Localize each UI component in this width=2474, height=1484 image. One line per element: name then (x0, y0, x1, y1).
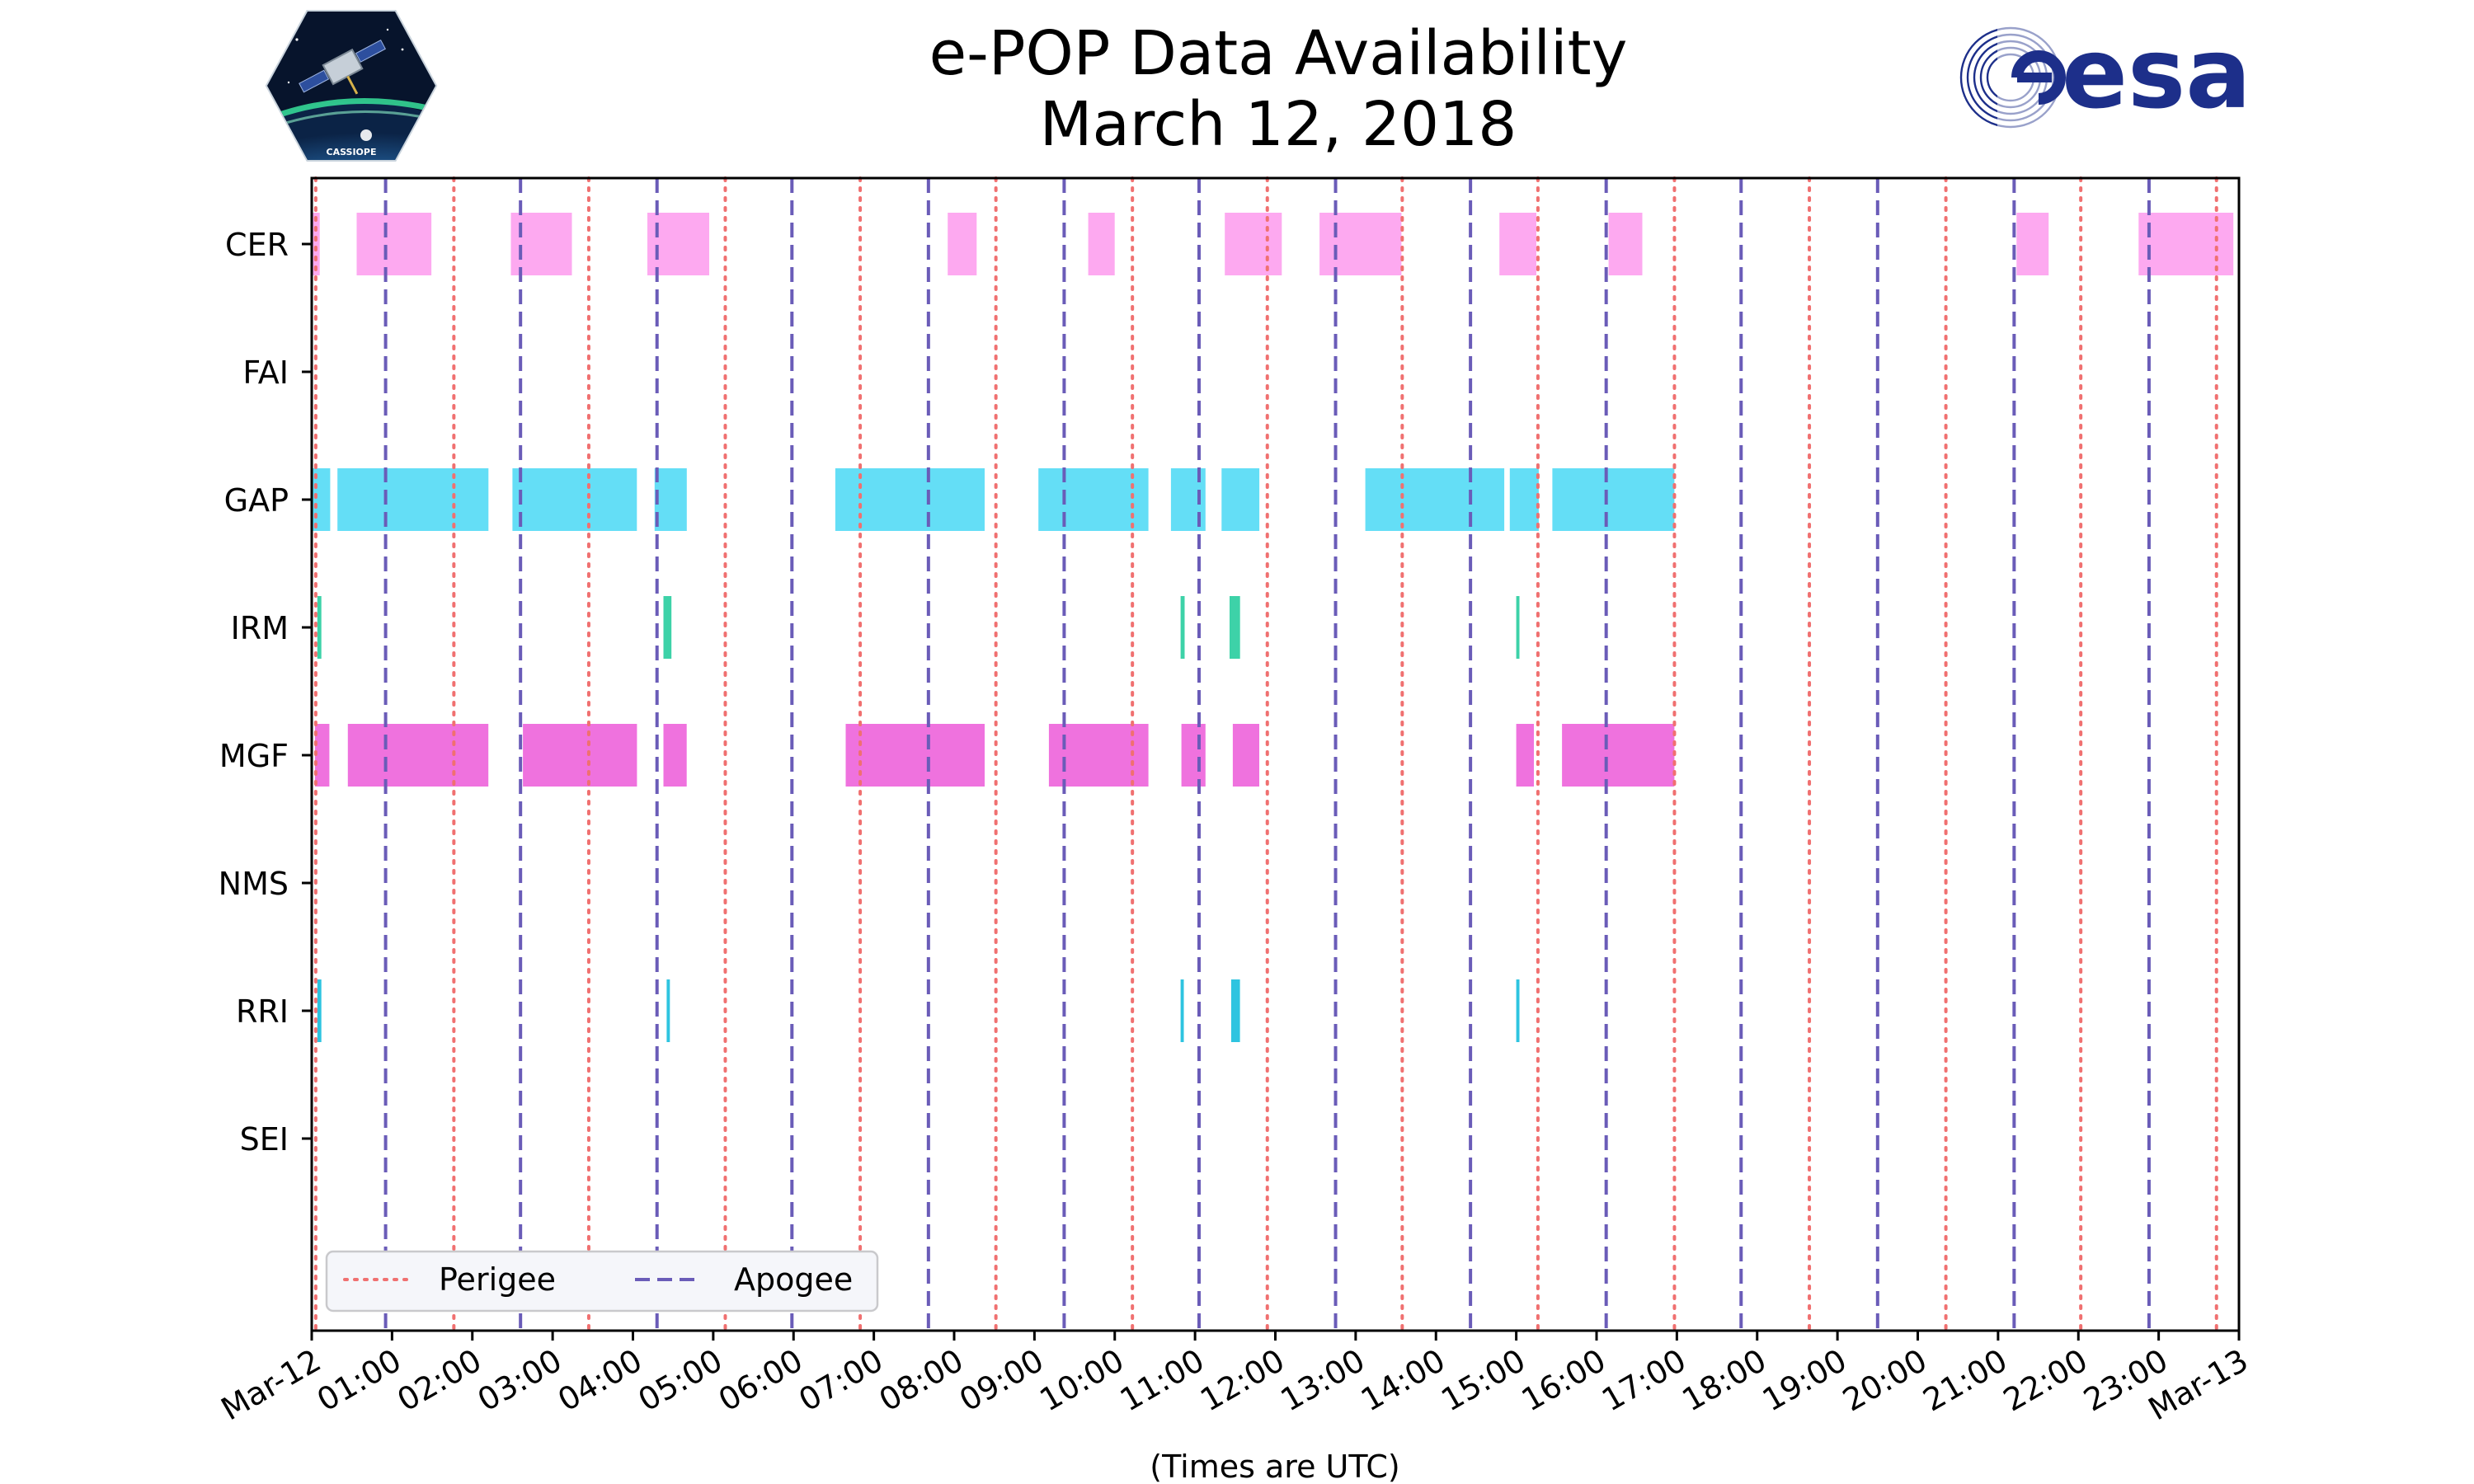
bar-cer-6 (1225, 213, 1282, 275)
bar-cer-4 (948, 213, 977, 275)
bar-cer-11 (2138, 213, 2234, 275)
cassiope-mission-logo: CASSIOPE (265, 10, 438, 162)
bar-mgf-7 (1232, 724, 1259, 787)
bar-gap-8 (1365, 468, 1505, 531)
bar-mgf-9 (1562, 724, 1675, 787)
y-tick-label-fai: FAI (242, 355, 289, 391)
bar-rri-0 (317, 979, 322, 1042)
instrument-bars (312, 213, 2234, 1042)
bar-mgf-4 (845, 724, 985, 787)
x-tick-label-0: Mar-12 (215, 1342, 327, 1428)
bar-irm-2 (1180, 596, 1185, 659)
bar-cer-7 (1319, 213, 1402, 275)
bar-cer-9 (1608, 213, 1643, 275)
chart-title: e-POP Data Availability March 12, 2018 (0, 18, 2474, 160)
title-line-1: e-POP Data Availability (929, 18, 1628, 89)
x-tick-label-14: 14:00 (1355, 1342, 1451, 1419)
bar-mgf-1 (347, 724, 489, 787)
x-tick-label-19: 19:00 (1757, 1342, 1853, 1419)
esa-wordmark: esa (2062, 21, 2251, 130)
legend-box (325, 1250, 879, 1313)
x-tick-label-18: 18:00 (1676, 1342, 1772, 1419)
bar-gap-5 (1038, 468, 1149, 531)
x-tick-label-13: 13:00 (1275, 1342, 1371, 1419)
bar-irm-0 (317, 596, 322, 659)
legend-perigee-label: Perigee (439, 1261, 556, 1298)
x-tick-label-1: 01:00 (311, 1342, 407, 1419)
x-tick-label-9: 09:00 (953, 1342, 1050, 1419)
bar-gap-9 (1509, 468, 1539, 531)
bar-rri-3 (1230, 979, 1240, 1042)
bar-rri-4 (1516, 979, 1520, 1042)
bar-cer-2 (510, 213, 572, 275)
bar-mgf-3 (663, 724, 687, 787)
x-tick-label-5: 05:00 (633, 1342, 729, 1419)
x-tick-label-4: 04:00 (552, 1342, 648, 1419)
x-tick-label-12: 12:00 (1194, 1342, 1291, 1419)
bar-irm-4 (1516, 596, 1520, 659)
bar-gap-1 (337, 468, 489, 531)
bar-irm-1 (663, 596, 672, 659)
y-tick-label-mgf: MGF (219, 738, 289, 774)
bar-irm-3 (1230, 596, 1240, 659)
bar-cer-8 (1499, 213, 1536, 275)
bar-gap-4 (835, 468, 985, 531)
y-axis: CER FAI GAP IRM MGF NMS RRI SEI (219, 227, 312, 1158)
y-tick-label-sei: SEI (240, 1121, 289, 1158)
x-tick-label-11: 11:00 (1114, 1342, 1211, 1419)
y-tick-label-rri: RRI (236, 993, 289, 1030)
x-tick-label-2: 02:00 (391, 1342, 487, 1419)
x-tick-label-16: 16:00 (1516, 1342, 1612, 1419)
bar-mgf-2 (523, 724, 637, 787)
bar-gap-3 (654, 468, 687, 531)
x-axis-label: (Times are UTC) (1150, 1449, 1399, 1484)
bar-rri-2 (1180, 979, 1184, 1042)
x-tick-label-21: 21:00 (1917, 1342, 2014, 1419)
bar-gap-2 (512, 468, 637, 531)
x-tick-label-7: 07:00 (793, 1342, 889, 1419)
y-tick-label-cer: CER (225, 227, 289, 263)
x-tick-label-6: 06:00 (713, 1342, 809, 1419)
x-tick-label-8: 08:00 (873, 1342, 970, 1419)
bar-cer-3 (647, 213, 709, 275)
x-tick-label-3: 03:00 (472, 1342, 568, 1419)
title-line-2: March 12, 2018 (1039, 89, 1517, 160)
esa-logo: esa (1959, 21, 2251, 130)
x-tick-label-10: 10:00 (1033, 1342, 1130, 1419)
x-tick-label-17: 17:00 (1596, 1342, 1692, 1419)
bar-gap-10 (1552, 468, 1675, 531)
legend: Perigee Apogee (325, 1250, 879, 1313)
bar-mgf-0 (314, 724, 330, 787)
legend-apogee-label: Apogee (734, 1261, 853, 1298)
bar-cer-1 (356, 213, 432, 275)
orbit-event-lines (313, 176, 2218, 1332)
cassiope-logo-text: CASSIOPE (327, 147, 377, 157)
y-tick-label-gap: GAP (224, 482, 289, 519)
y-tick-label-nms: NMS (219, 866, 289, 902)
y-tick-label-irm: IRM (231, 610, 289, 646)
bar-cer-5 (1088, 213, 1115, 275)
bar-cer-10 (2016, 213, 2049, 275)
x-axis: Mar-1201:0002:0003:0004:0005:0006:0007:0… (215, 1331, 2255, 1427)
x-tick-label-22: 22:00 (1997, 1342, 2094, 1419)
bar-rri-1 (666, 979, 670, 1042)
bar-mgf-6 (1181, 724, 1206, 787)
x-tick-label-20: 20:00 (1837, 1342, 1933, 1419)
bar-gap-7 (1221, 468, 1260, 531)
bar-cer-0 (312, 213, 320, 275)
x-tick-label-15: 15:00 (1435, 1342, 1531, 1419)
bar-mgf-8 (1516, 724, 1534, 787)
